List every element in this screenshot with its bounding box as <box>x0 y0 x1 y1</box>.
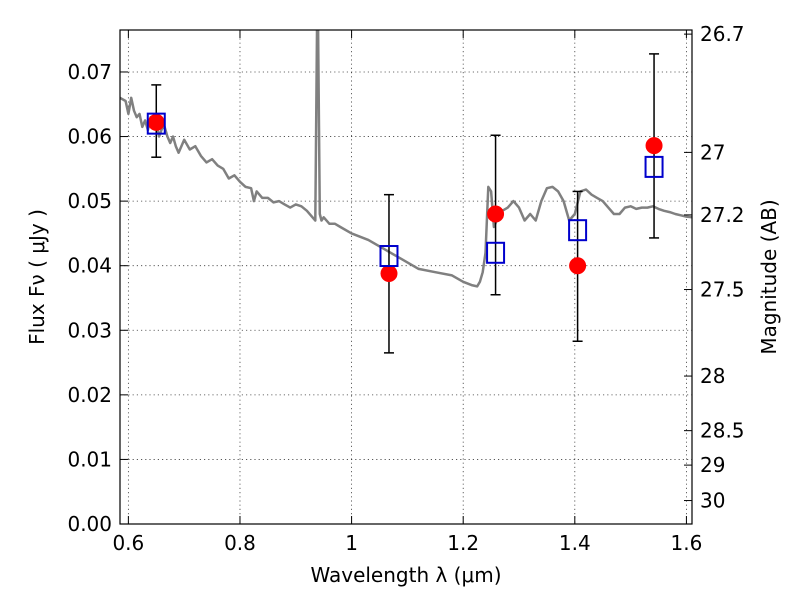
y2-tick-label: 29 <box>700 453 725 477</box>
y2-tick-label: 28 <box>700 364 725 388</box>
y-tick-label: 0.02 <box>67 383 112 407</box>
x-tick-label: 0.6 <box>112 531 144 555</box>
y2-tick-label: 30 <box>700 489 725 513</box>
y-tick-label: 0.01 <box>67 447 112 471</box>
y2-axis-title: Magnitude (AB) <box>757 199 781 354</box>
model-flux-square <box>568 219 588 242</box>
x-tick-label: 1 <box>345 531 358 555</box>
observed-flux-point <box>487 205 505 223</box>
y-axis-title: Flux Fν ( μJy ) <box>25 209 49 345</box>
x-tick-label: 1.4 <box>559 531 591 555</box>
x-axis-title: Wavelength λ (μm) <box>310 563 501 587</box>
plot-frame <box>119 29 693 525</box>
model-flux-square <box>146 112 166 135</box>
model-flux-square <box>379 245 399 268</box>
error-bar-layer <box>151 53 660 354</box>
spectrum-line <box>120 30 692 288</box>
y-tick-label: 0.03 <box>67 318 112 342</box>
x-tick-label: 1.2 <box>447 531 479 555</box>
x-tick-label: 1.6 <box>671 531 703 555</box>
observed-flux-point <box>380 264 398 282</box>
x-tick-label: 0.8 <box>224 531 256 555</box>
y-tick-label: 0.06 <box>67 125 112 149</box>
model-flux-square <box>644 155 664 178</box>
y-tick-label: 0.00 <box>67 512 112 536</box>
y-tick-label: 0.07 <box>67 60 112 84</box>
observed-flux-point <box>147 113 165 131</box>
tick-layer: 0.6 0.8 1 1.2 1.4 1.6 0.00 0.01 0.02 0.03 0.04 0.05… <box>67 22 744 555</box>
y2-tick-label: 28.5 <box>700 419 745 443</box>
grid-layer <box>120 30 692 525</box>
observed-flux-point <box>645 137 663 155</box>
y2-tick-label: 27.2 <box>700 203 745 227</box>
y-tick-label: 0.04 <box>67 254 112 278</box>
spectrum-layer <box>120 30 692 288</box>
y-tick-label: 0.05 <box>67 189 112 213</box>
y2-tick-label: 26.7 <box>700 22 745 46</box>
y2-tick-label: 27 <box>700 140 725 164</box>
model-flux-square <box>486 241 506 264</box>
observed-flux-point <box>569 257 587 275</box>
y2-tick-label: 27.5 <box>700 278 745 302</box>
marker-layer <box>146 112 664 282</box>
